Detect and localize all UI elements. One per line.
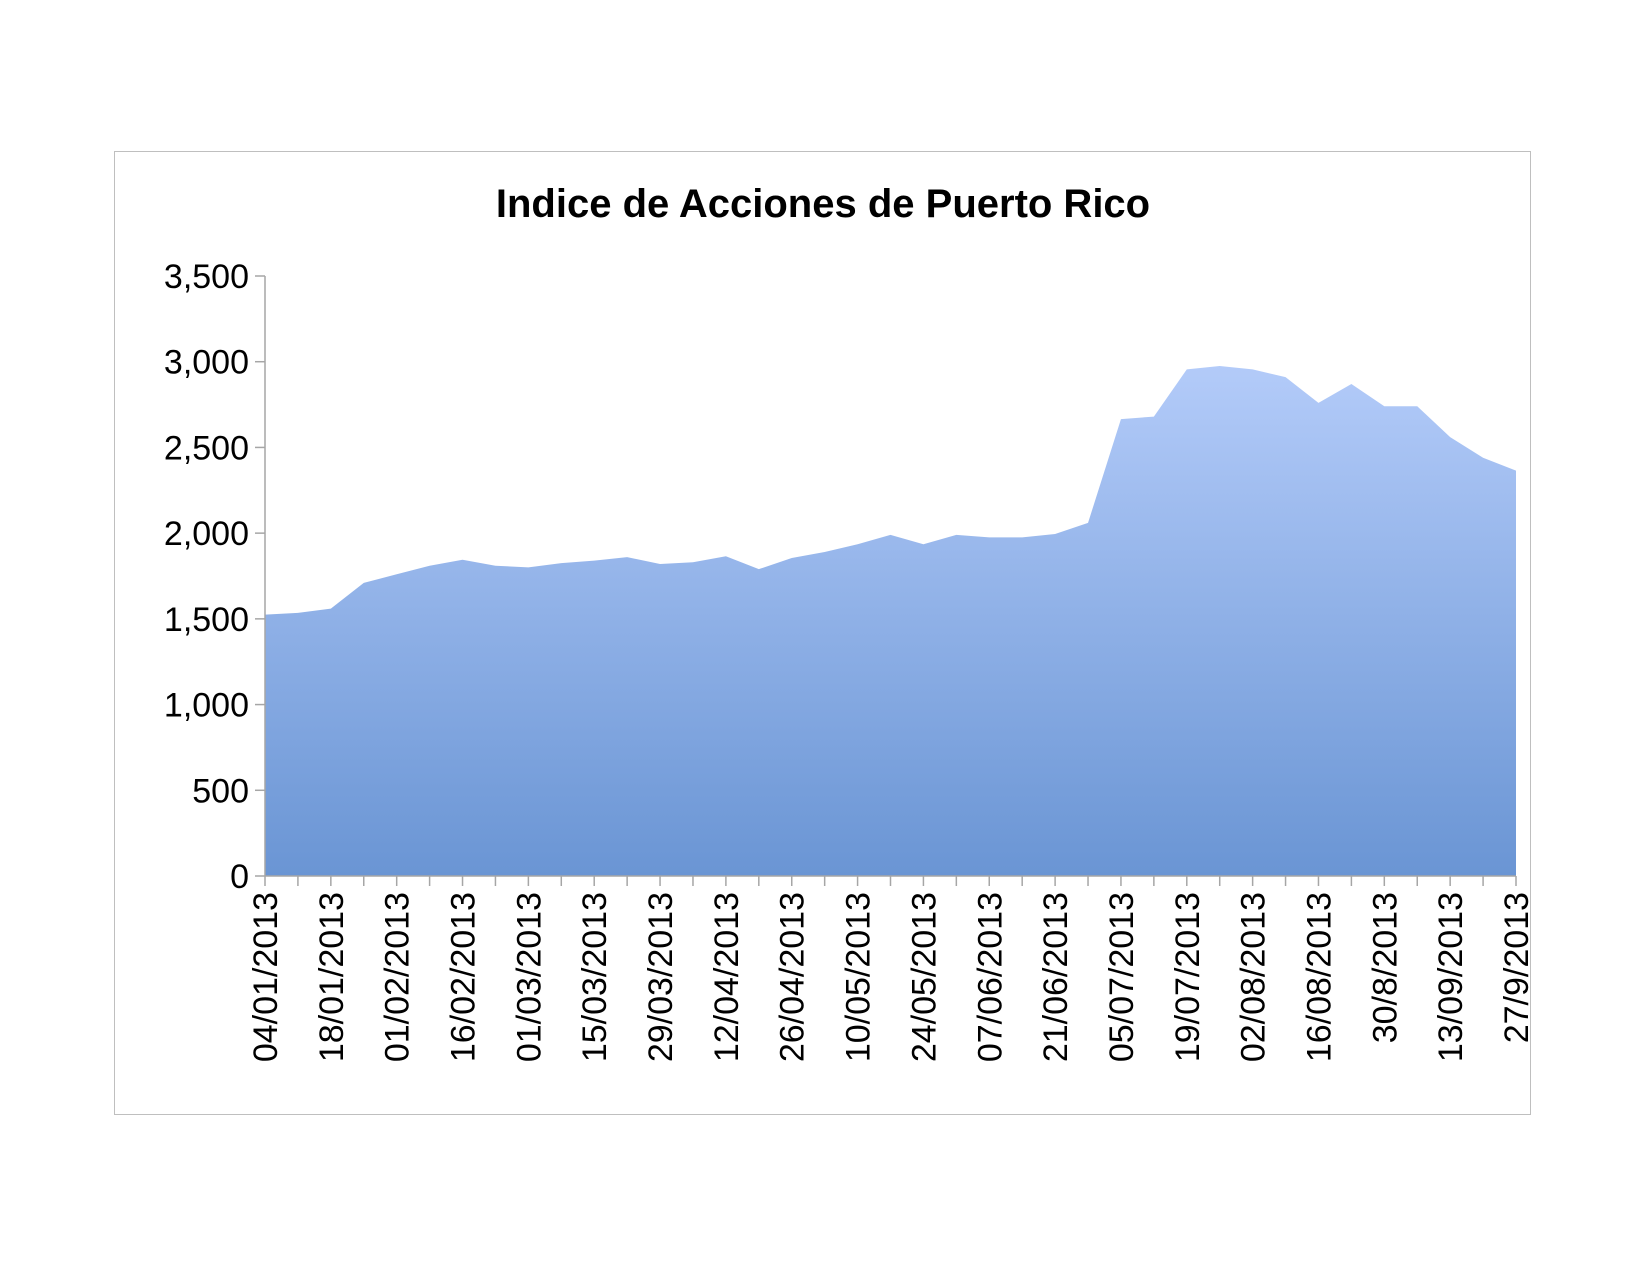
x-tick-label: 02/08/2013 <box>1235 892 1273 1062</box>
x-tick-label: 15/03/2013 <box>576 892 614 1062</box>
x-tick-label: 05/07/2013 <box>1103 892 1141 1062</box>
chart-title: Indice de Acciones de Puerto Rico <box>496 182 1150 226</box>
y-tick-label: 1,000 <box>164 687 249 725</box>
x-tick-label: 26/04/2013 <box>774 892 812 1062</box>
x-tick-label: 13/09/2013 <box>1432 892 1470 1062</box>
x-tick-label: 30/8/2013 <box>1366 892 1404 1043</box>
x-tick-label: 01/03/2013 <box>510 892 548 1062</box>
x-tick-label: 16/02/2013 <box>445 892 483 1062</box>
x-tick-label: 01/02/2013 <box>379 892 417 1062</box>
y-tick-label: 500 <box>192 772 249 810</box>
x-tick-label: 19/07/2013 <box>1169 892 1207 1062</box>
chart-frame: Indice de Acciones de Puerto Rico 0 500 1,… <box>114 151 1532 1115</box>
series-area <box>265 366 1516 876</box>
x-tick-label: 29/03/2013 <box>642 892 680 1062</box>
x-tick-label: 24/05/2013 <box>905 892 943 1062</box>
y-tick-label: 3,000 <box>164 344 249 382</box>
x-tick-label: 16/08/2013 <box>1300 892 1338 1062</box>
x-tick-label: 21/06/2013 <box>1037 892 1075 1062</box>
x-tick-label: 07/06/2013 <box>971 892 1009 1062</box>
y-tick-label: 1,500 <box>164 601 249 639</box>
plot-area: 0 500 1,000 1,500 2,000 2,500 3,000 3,500 04/01/… <box>164 258 1532 1062</box>
x-tick-label: 12/04/2013 <box>708 892 746 1062</box>
y-tick-label: 2,000 <box>164 515 249 553</box>
x-tick-label: 10/05/2013 <box>840 892 878 1062</box>
y-tick-label: 3,500 <box>164 258 249 296</box>
x-tick-label: 18/01/2013 <box>313 892 351 1062</box>
y-tick-label: 2,500 <box>164 429 249 467</box>
y-tick-label: 0 <box>230 858 249 896</box>
x-tick-label: 27/9/2013 <box>1498 892 1532 1043</box>
chart-svg: Indice de Acciones de Puerto Rico 0 500 1,… <box>164 182 1532 1062</box>
x-tick-label: 04/01/2013 <box>247 892 285 1062</box>
